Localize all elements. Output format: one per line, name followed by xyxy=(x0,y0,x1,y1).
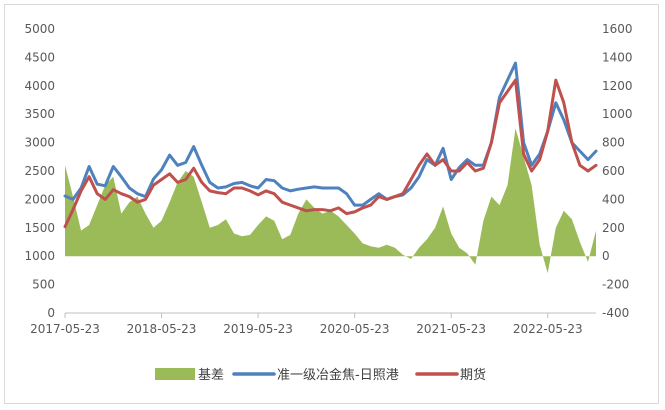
y-left-tick-label: 3500 xyxy=(24,107,55,121)
x-tick-label: 2019-05-23 xyxy=(223,322,293,336)
legend-swatch xyxy=(155,368,195,380)
x-tick-label: 2021-05-23 xyxy=(416,322,486,336)
y-left-tick-label: 0 xyxy=(47,306,55,320)
series-area-basis xyxy=(65,128,596,274)
y-right-tick-label: 1400 xyxy=(602,50,633,64)
y-left-tick-label: 1000 xyxy=(24,249,55,263)
y-right-tick-label: 400 xyxy=(602,192,625,206)
y-left-tick-label: 2000 xyxy=(24,192,55,206)
y-right-tick-label: -200 xyxy=(602,278,629,292)
series-line-coke-price xyxy=(63,61,598,207)
y-right-tick-label: 0 xyxy=(602,249,610,263)
series-line-futures xyxy=(63,78,598,229)
y-left-tick-label: 500 xyxy=(32,278,55,292)
line-layer xyxy=(63,61,598,229)
basis-area-layer xyxy=(65,128,596,274)
y-left-tick-label: 4000 xyxy=(24,79,55,93)
y-left-tick-label: 3000 xyxy=(24,136,55,150)
legend: 基差 准一级冶金焦-日照港 期货 xyxy=(155,367,486,383)
y-right-tick-label: 1600 xyxy=(602,22,633,36)
x-tick-label: 2017-05-23 xyxy=(30,322,100,336)
legend-item: 基差 xyxy=(155,368,224,383)
legend-label: 期货 xyxy=(460,367,486,383)
legend-item: 准一级冶金焦-日照港 xyxy=(232,367,399,383)
y-right-tick-label: 200 xyxy=(602,221,625,235)
y-right-tick-label: 600 xyxy=(602,164,625,178)
y-right-tick-label: 1000 xyxy=(602,107,633,121)
axis-layer: 0500100015002000250030003500400045005000… xyxy=(24,22,632,336)
x-tick-label: 2022-05-23 xyxy=(513,322,583,336)
x-tick-label: 2020-05-23 xyxy=(320,322,390,336)
y-right-tick-label: 1200 xyxy=(602,79,633,93)
x-tick-label: 2018-05-23 xyxy=(127,322,197,336)
y-left-tick-label: 2500 xyxy=(24,164,55,178)
legend-label: 准一级冶金焦-日照港 xyxy=(277,367,399,383)
y-right-tick-label: 800 xyxy=(602,136,625,150)
legend-label: 基差 xyxy=(198,368,224,383)
y-left-tick-label: 1500 xyxy=(24,221,55,235)
y-right-tick-label: -400 xyxy=(602,306,629,320)
y-left-tick-label: 4500 xyxy=(24,50,55,64)
y-left-tick-label: 5000 xyxy=(24,22,55,36)
legend-item: 期货 xyxy=(415,367,486,383)
